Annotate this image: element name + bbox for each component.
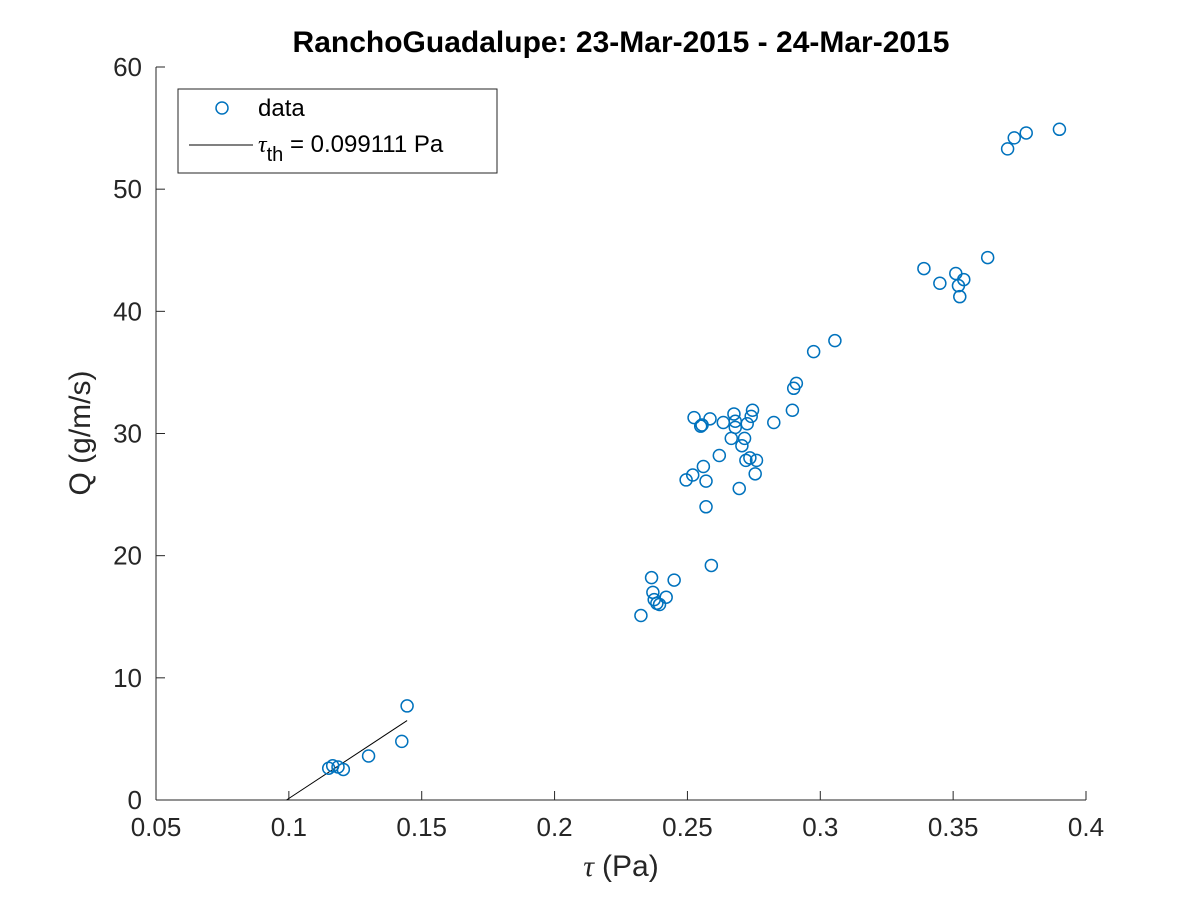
- x-tick-label: 0.15: [396, 812, 447, 842]
- data-point: [728, 420, 743, 435]
- legend-label-data: data: [258, 95, 305, 122]
- x-tick-label: 0.25: [662, 812, 713, 842]
- data-points: [321, 122, 1067, 777]
- data-point: [953, 289, 967, 304]
- x-tick-label: 0.05: [131, 812, 182, 842]
- data-point: [806, 344, 821, 359]
- data-point: [743, 451, 757, 465]
- legend-label-threshold: τth = 0.099111 Pa: [258, 131, 444, 166]
- x-axis-label-unit: (Pa): [602, 850, 659, 883]
- x-ticks: 0.05 0.1 0.15 0.2 0.25 0.3 0.35 0.4: [131, 791, 1104, 842]
- x-axis-label: τ (Pa): [583, 850, 658, 883]
- x-tick-label: 0.2: [536, 812, 572, 842]
- data-point: [703, 412, 717, 426]
- data-point: [1000, 142, 1015, 156]
- legend-threshold-symbol: τ: [258, 132, 268, 158]
- data-point: [704, 558, 719, 573]
- y-tick-label: 60: [113, 52, 142, 82]
- data-point: [644, 570, 659, 585]
- data-point: [400, 699, 414, 713]
- data-point: [1052, 122, 1067, 137]
- data-point: [933, 276, 947, 290]
- x-tick-label: 0.3: [802, 812, 838, 842]
- data-point: [336, 762, 351, 777]
- data-point: [1007, 131, 1022, 145]
- data-point: [395, 734, 409, 749]
- data-point: [745, 403, 760, 418]
- data-point: [634, 608, 648, 623]
- data-point: [748, 467, 762, 481]
- data-point: [828, 333, 842, 348]
- x-axis-label-symbol: τ: [583, 850, 595, 883]
- threshold-fit-line: [286, 720, 408, 801]
- y-tick-label: 10: [113, 663, 142, 693]
- data-point: [749, 453, 764, 468]
- data-point: [699, 474, 713, 488]
- x-tick-label: 0.4: [1068, 812, 1104, 842]
- data-point: [737, 431, 752, 446]
- legend-box: [177, 88, 498, 174]
- data-point: [652, 597, 667, 612]
- axes-background: [156, 67, 1086, 800]
- data-point: [712, 448, 727, 463]
- data-point: [740, 416, 754, 431]
- y-tick-label: 40: [113, 296, 142, 326]
- data-point: [699, 500, 713, 514]
- data-point: [727, 407, 741, 421]
- data-point: [789, 376, 804, 391]
- data-point: [785, 403, 800, 418]
- data-point: [735, 438, 749, 453]
- data-point: [685, 468, 700, 482]
- data-point: [980, 250, 995, 265]
- fit-line-segment: [286, 720, 408, 801]
- y-tick-label: 50: [113, 174, 142, 204]
- x-tick-label: 0.1: [271, 812, 307, 842]
- data-point: [687, 410, 701, 425]
- data-point: [767, 415, 781, 430]
- legend-threshold-text: = 0.099111 Pa: [283, 131, 444, 158]
- data-point: [667, 573, 681, 587]
- data-point: [659, 590, 673, 604]
- legend-threshold-subscript: th: [267, 144, 284, 166]
- y-axis-label: Q (g/m/s): [64, 371, 97, 496]
- data-point: [693, 419, 708, 433]
- y-tick-label: 30: [113, 419, 142, 449]
- data-point: [917, 261, 931, 276]
- legend-marker-data: [215, 101, 229, 115]
- data-point: [957, 272, 971, 287]
- data-point: [744, 409, 758, 424]
- y-tick-label: 20: [113, 541, 142, 571]
- data-point: [732, 481, 746, 496]
- data-point: [1019, 126, 1033, 140]
- plot-area: 0.05 0.1 0.15 0.2 0.25 0.3 0.35 0.4 0 10 20 30 40 50…: [113, 52, 1104, 842]
- y-tick-label: 0: [128, 785, 142, 815]
- x-tick-label: 0.35: [928, 812, 979, 842]
- data-point: [696, 459, 711, 474]
- y-ticks: 0 10 20 30 40 50 60: [113, 52, 165, 815]
- chart-title: RanchoGuadalupe: 23-Mar-2015 - 24-Mar-20…: [293, 26, 950, 59]
- legend: data τth = 0.099111 Pa: [177, 88, 498, 174]
- data-point: [361, 749, 376, 763]
